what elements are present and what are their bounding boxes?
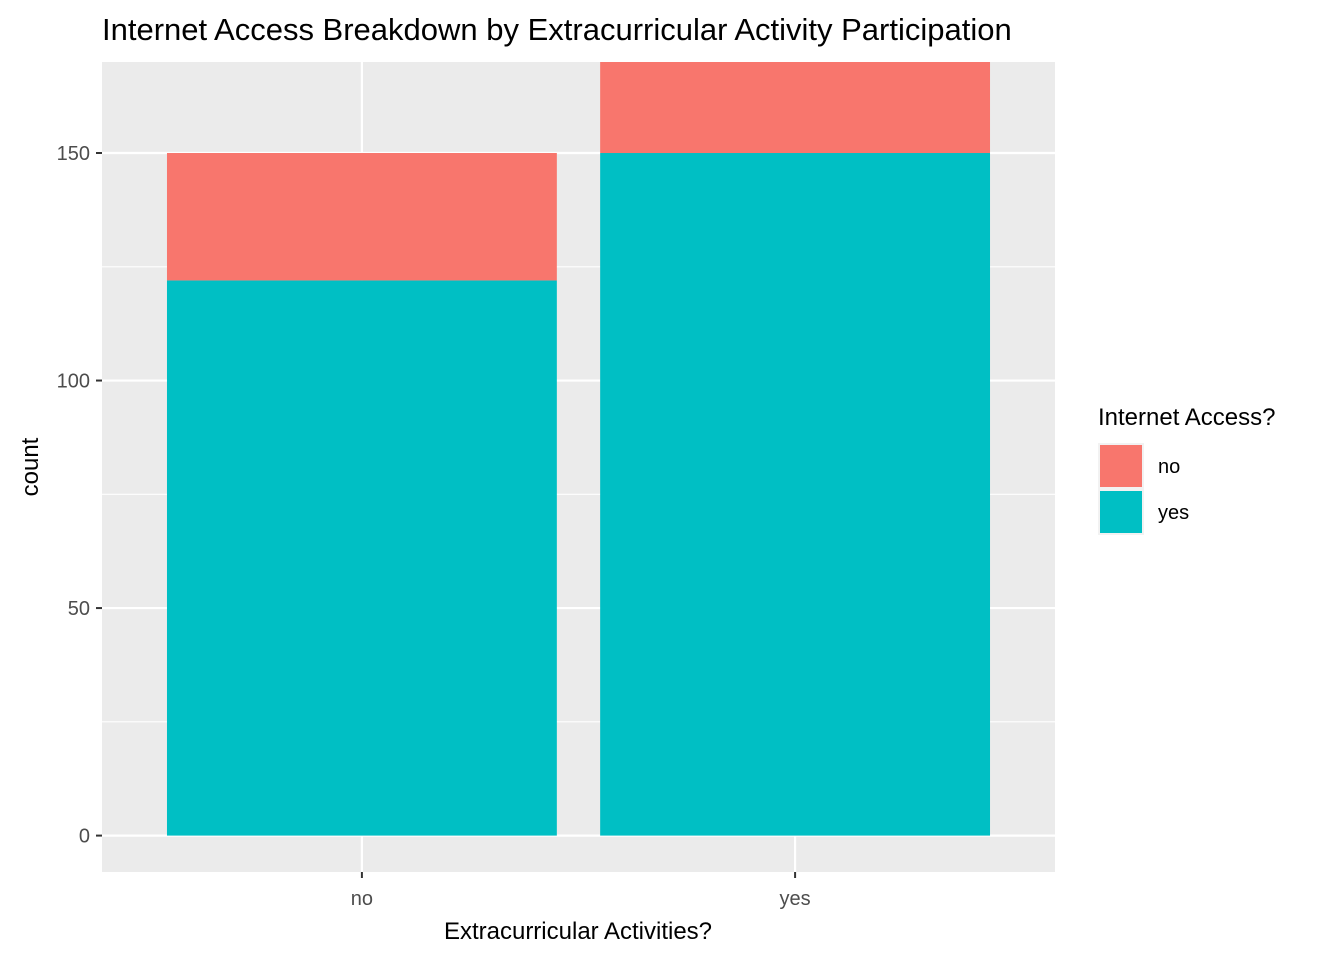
legend-key-yes — [1100, 491, 1142, 533]
y-tick-label: 0 — [79, 826, 90, 848]
legend-label-yes: yes — [1158, 502, 1189, 524]
legend-label-no: no — [1158, 456, 1180, 478]
bar-yes-no — [600, 62, 991, 154]
x-axis: no yes — [351, 872, 811, 910]
chart-title: Internet Access Breakdown by Extracurric… — [102, 12, 1012, 47]
legend: Internet Access? no yes — [1098, 404, 1275, 535]
x-tick-label: yes — [780, 888, 811, 910]
y-axis: 0 50 100 150 — [57, 143, 102, 848]
y-tick-label: 100 — [57, 371, 90, 393]
bar-yes-yes — [600, 153, 991, 836]
bar-no-yes — [166, 280, 557, 836]
x-axis-title: Extracurricular Activities? — [444, 918, 712, 945]
y-tick-label: 50 — [68, 598, 90, 620]
legend-title: Internet Access? — [1098, 404, 1275, 431]
legend-key-no — [1100, 445, 1142, 487]
y-tick-label: 150 — [57, 143, 90, 165]
x-tick-label: no — [351, 888, 373, 910]
y-axis-title: count — [17, 437, 44, 496]
bars — [166, 62, 991, 836]
bar-no-no — [166, 153, 557, 281]
